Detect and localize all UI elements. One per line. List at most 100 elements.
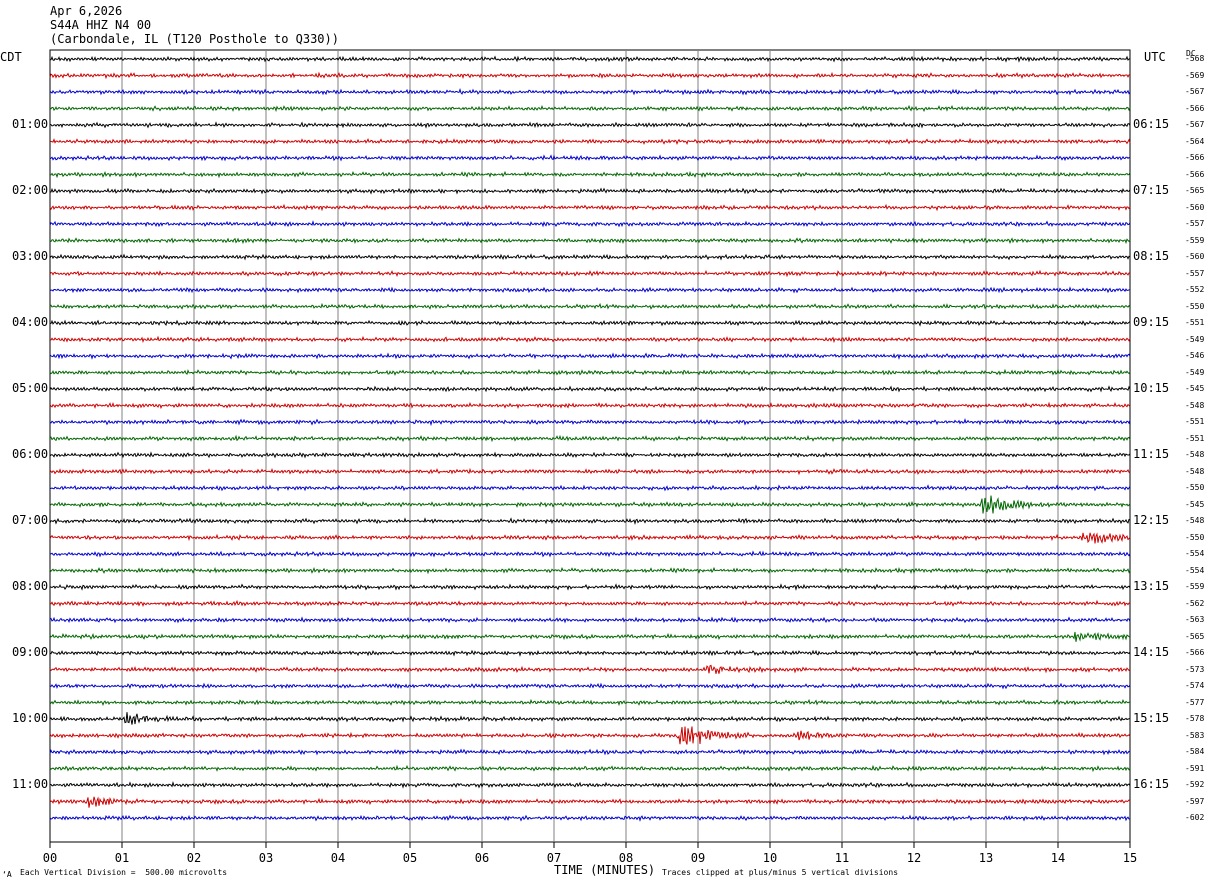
dc-offset-value: -566 [1185, 153, 1205, 162]
dc-offset-value: -573 [1185, 664, 1205, 674]
dc-offset-value: -591 [1185, 763, 1205, 773]
dc-offset-value: -550 [1185, 483, 1205, 492]
dc-offset-value: -565 [1185, 631, 1205, 641]
dc-offset-value: -559 [1185, 582, 1205, 591]
seismic-trace [49, 532, 1131, 544]
dc-offset-value: -549 [1185, 367, 1205, 377]
left-hour-label: 06:00 [12, 447, 49, 461]
dc-offset-value: -560 [1185, 252, 1205, 261]
seismic-trace [49, 712, 1130, 725]
right-hour-label: 06:15 [1133, 117, 1170, 131]
x-tick-label: 15 [1122, 851, 1138, 865]
seismic-trace [49, 71, 1131, 80]
chart-date: Apr 6,2026 [50, 4, 123, 18]
right-hour-label: 09:15 [1133, 315, 1170, 329]
seismic-trace [49, 726, 1131, 745]
x-tick-label: 00 [42, 851, 58, 865]
seismic-trace [49, 599, 1131, 608]
seismic-trace [49, 616, 1131, 624]
seismic-trace [49, 434, 1131, 443]
seismic-trace [49, 88, 1131, 96]
seismic-trace [49, 237, 1131, 245]
dc-offset-value: -545 [1185, 384, 1205, 393]
right-hour-label: 08:15 [1133, 249, 1170, 263]
right-hour-label: 15:15 [1133, 711, 1170, 725]
seismic-trace [49, 286, 1131, 294]
right-hour-label: 13:15 [1133, 579, 1170, 593]
x-tick-label: 03 [258, 851, 274, 865]
seismic-trace [49, 748, 1131, 756]
right-hour-label: 10:15 [1133, 381, 1170, 395]
right-hour-label: 11:15 [1133, 447, 1170, 461]
seismic-trace [49, 121, 1131, 129]
x-axis-label: TIME (MINUTES) [554, 863, 656, 877]
dc-offset-value: -565 [1185, 186, 1205, 195]
dc-offset-value: -566 [1185, 169, 1205, 179]
seismic-trace [49, 495, 1131, 514]
x-tick-label: 10 [762, 851, 778, 865]
left-hour-label: 05:00 [12, 381, 49, 395]
corner-mark: ‘A [2, 870, 12, 879]
seismic-trace [49, 55, 1131, 63]
right-hour-label: 07:15 [1133, 183, 1170, 197]
seismic-trace [49, 170, 1131, 179]
dc-offset-value: -552 [1185, 285, 1205, 294]
dc-header: DC [1186, 49, 1196, 58]
seismic-trace [49, 401, 1131, 410]
right-hour-label: 12:15 [1133, 513, 1170, 527]
dc-offset-value: -567 [1185, 87, 1205, 96]
left-hour-label: 07:00 [12, 513, 49, 527]
clip-note: Traces clipped at plus/minus 5 vertical … [662, 868, 899, 877]
left-hour-label: 09:00 [12, 645, 49, 659]
dc-offset-value: -567 [1185, 120, 1205, 129]
seismic-trace [49, 319, 1131, 327]
dc-offset-value: -583 [1185, 730, 1205, 740]
seismic-trace [49, 137, 1131, 146]
seismic-trace [49, 682, 1131, 690]
seismic-trace [49, 302, 1131, 311]
left-hour-label: 10:00 [12, 711, 49, 725]
dc-offset-value: -584 [1185, 747, 1205, 756]
seismic-trace [49, 484, 1131, 492]
dc-offset-value: -577 [1185, 697, 1205, 707]
seismic-trace [49, 698, 1131, 707]
seismic-trace [49, 583, 1131, 591]
seismic-trace [50, 550, 1131, 558]
left-hour-label: 01:00 [12, 117, 49, 131]
dc-offset-value: -563 [1185, 615, 1205, 624]
seismic-trace [49, 385, 1131, 393]
scale-note: Each Vertical Division = 500.00 microvol… [20, 868, 228, 877]
x-tick-label: 05 [402, 851, 418, 865]
right-hour-label: 16:15 [1133, 777, 1170, 791]
x-tick-label: 01 [114, 851, 130, 865]
x-tick-label: 08 [618, 851, 634, 865]
seismic-trace [49, 796, 1131, 808]
dc-offset-value: -559 [1185, 235, 1205, 245]
station-name: S44A HHZ N4 00 [50, 18, 152, 32]
dc-offset-value: -592 [1185, 780, 1205, 789]
left-hour-label: 03:00 [12, 249, 49, 263]
dc-offset-value: -564 [1185, 136, 1205, 146]
seismic-trace [49, 780, 1131, 789]
x-tick-label: 07 [546, 851, 562, 865]
dc-offset-value: -566 [1185, 103, 1205, 113]
seismic-trace [49, 764, 1131, 773]
dc-offset-value: -550 [1185, 301, 1205, 311]
dc-offset-value: -602 [1185, 813, 1205, 822]
dc-offset-value: -550 [1185, 532, 1205, 542]
x-tick-label: 11 [834, 851, 850, 865]
dc-offset-value: -551 [1185, 318, 1205, 327]
seismic-trace [49, 269, 1131, 278]
dc-offset-value: -551 [1185, 417, 1205, 426]
right-hour-label: 14:15 [1133, 645, 1170, 659]
left-hour-label: 08:00 [12, 579, 49, 593]
x-tick-label: 06 [474, 851, 490, 865]
dc-offset-value: -548 [1185, 466, 1205, 476]
dc-offset-value: -568 [1185, 54, 1205, 63]
dc-offset-value: -549 [1185, 334, 1205, 344]
seismic-trace [49, 187, 1131, 195]
x-tick-label: 13 [978, 851, 994, 865]
seismic-trace [49, 649, 1131, 657]
seismic-trace [49, 203, 1131, 212]
